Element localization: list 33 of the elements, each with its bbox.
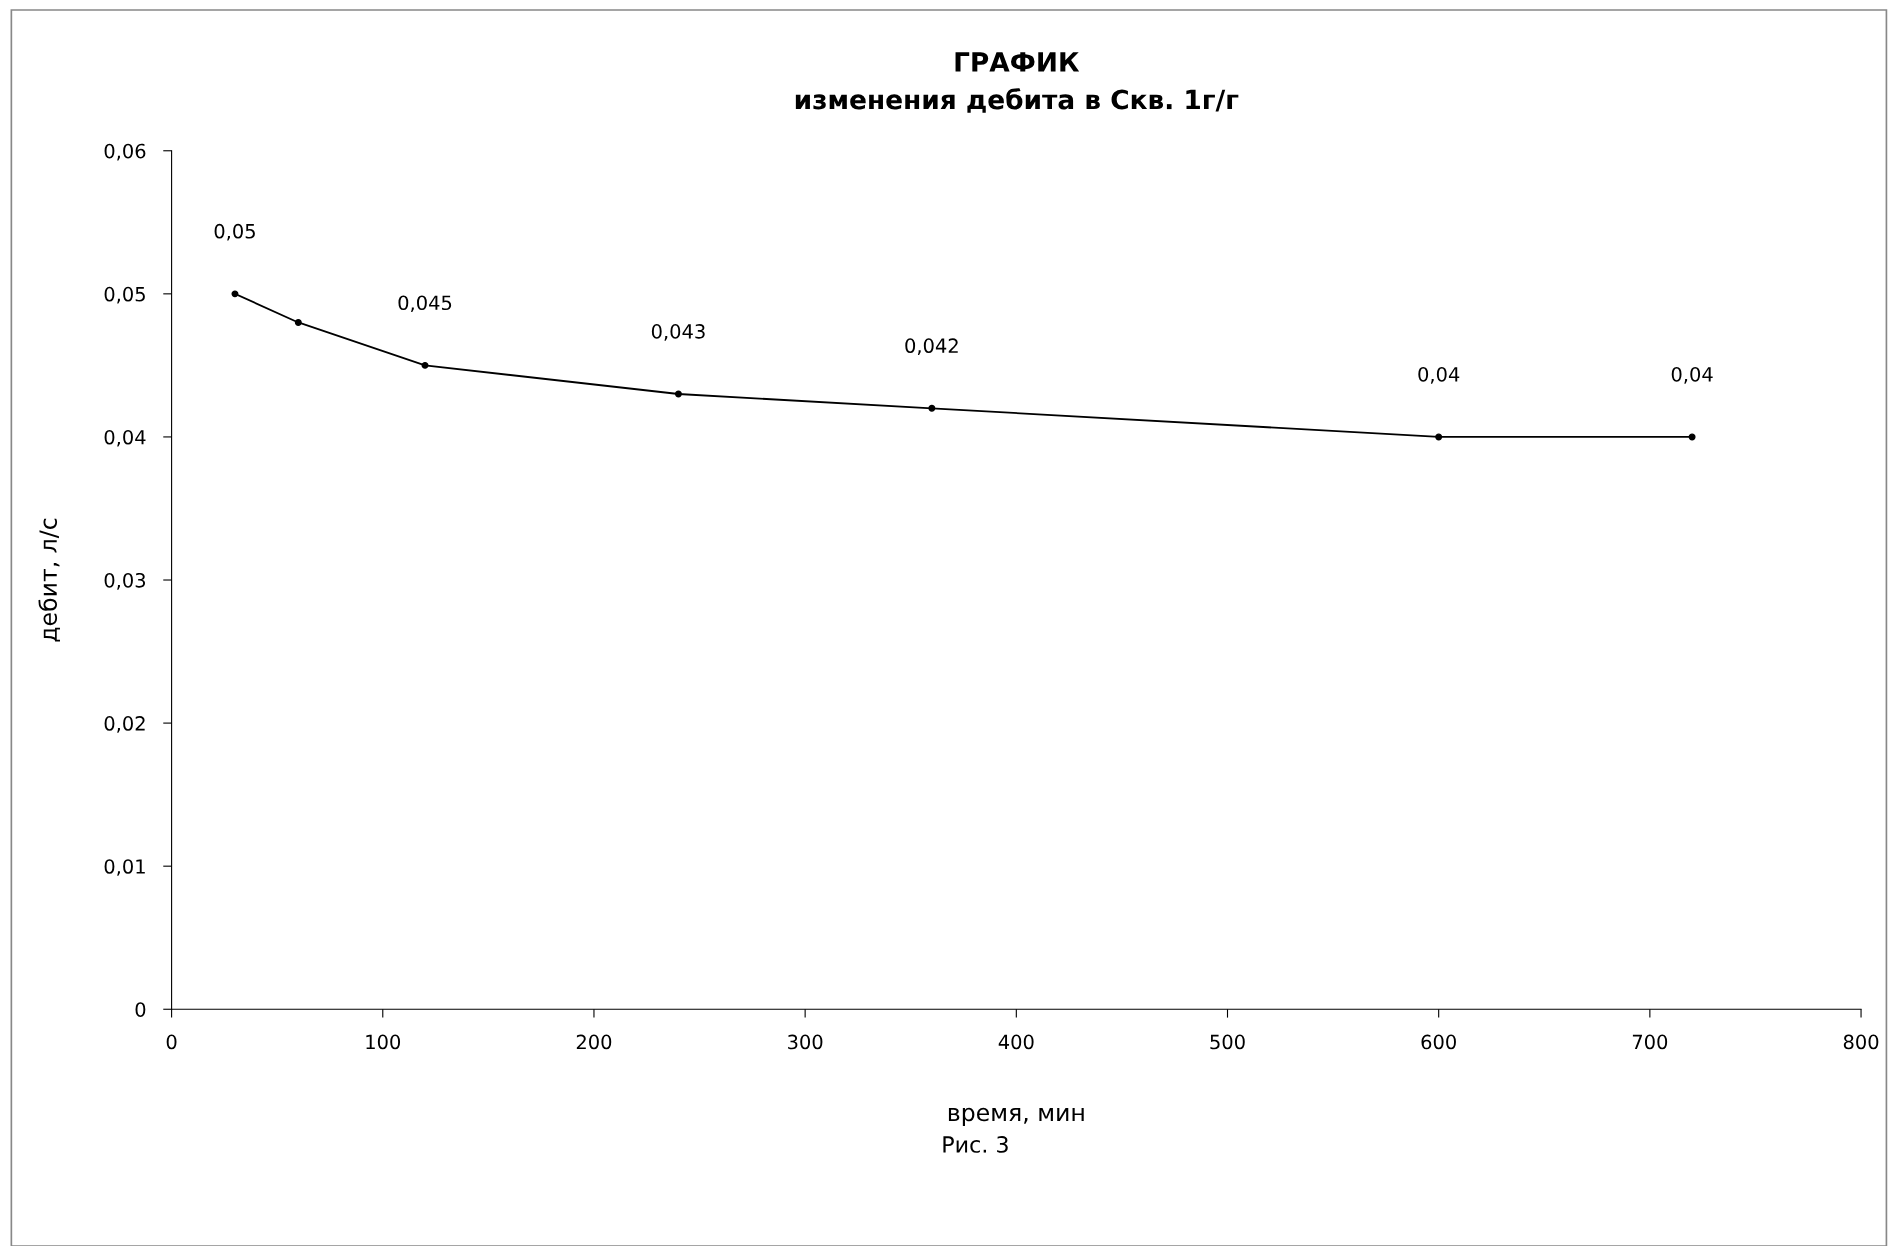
y-tick-label: 0 [135, 1002, 146, 1017]
x-tick-label: 0 [166, 1034, 177, 1050]
x-tick-label: 500 [1210, 1034, 1245, 1050]
point [294, 318, 302, 326]
point [928, 404, 936, 412]
point [1688, 433, 1696, 441]
y-axis-title: дебит, л/с [38, 518, 60, 642]
x-tick-label: 800 [1843, 1034, 1879, 1050]
data-label: 0,04 [1671, 366, 1713, 384]
x-tick-label: 700 [1632, 1034, 1668, 1050]
data-label: 0,05 [214, 223, 255, 241]
point [231, 290, 239, 298]
x-tick-label: 600 [1421, 1034, 1456, 1050]
y-tick-label: 0,06 [104, 143, 146, 161]
y-tick-label: 0,05 [104, 286, 145, 304]
x-tick-label: 200 [576, 1034, 612, 1050]
y-tick-label: 0,01 [104, 859, 145, 876]
x-tick-label: 100 [366, 1034, 401, 1050]
data-label: 0,043 [651, 324, 705, 341]
x-axis-title: время, мин [948, 1107, 1084, 1126]
data-label: 0,042 [905, 338, 958, 356]
data-label: 0,04 [1418, 366, 1460, 384]
point [674, 390, 682, 398]
x-tick-label: 300 [788, 1034, 823, 1050]
text: Рис. 3 [943, 1136, 1008, 1153]
y-tick-label: 0,04 [104, 429, 146, 447]
point [421, 361, 429, 369]
chart-title: ГРАФИК изменения дебита в Скв. 1г/г [795, 52, 1239, 113]
data-label: 0,045 [398, 295, 452, 313]
point [1435, 433, 1443, 441]
y-tick-label: 0,02 [104, 716, 145, 733]
x-tick-label: 400 [998, 1034, 1034, 1050]
y-tick-label: 0,03 [104, 572, 146, 590]
